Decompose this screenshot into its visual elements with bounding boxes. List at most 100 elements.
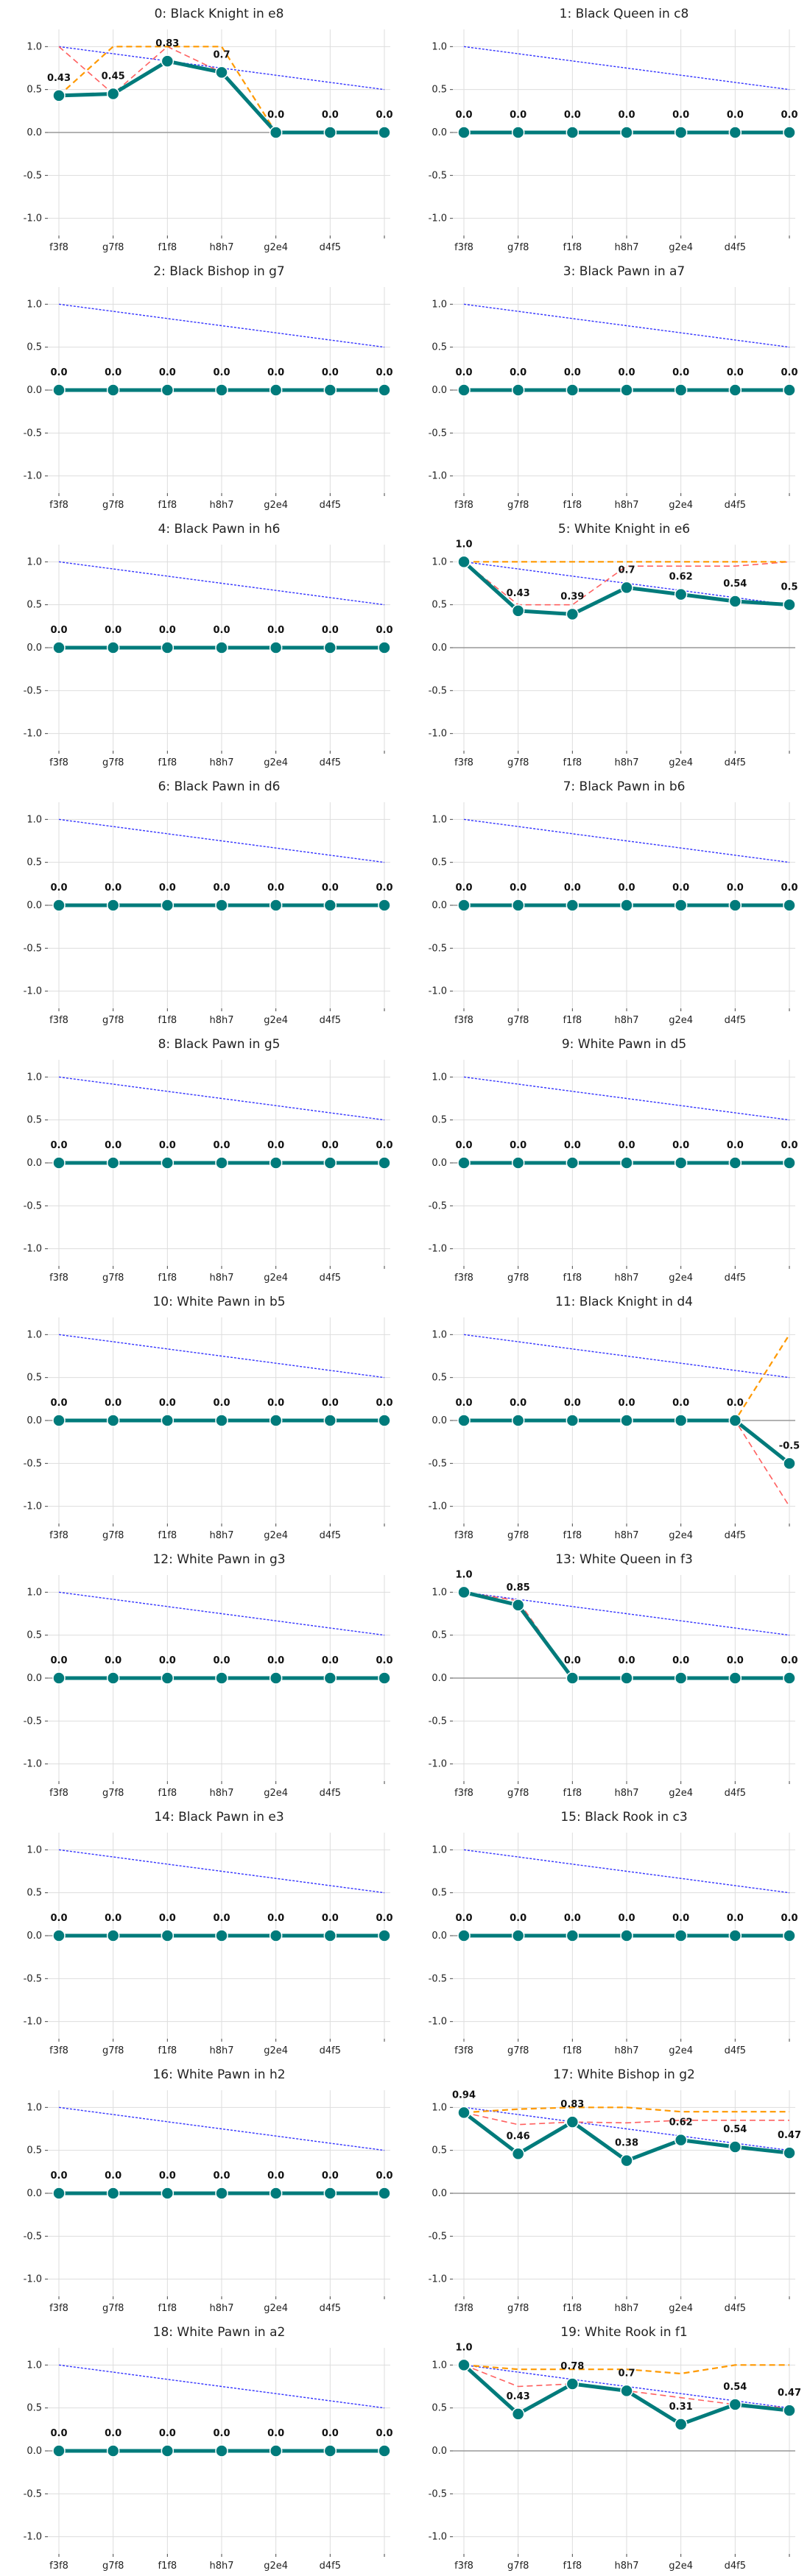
x-tick-label: g7f8: [102, 242, 124, 253]
data-label: 0.46: [507, 2131, 530, 2142]
data-label: 0.94: [452, 2090, 476, 2101]
data-label: 0.0: [159, 1913, 176, 1924]
chart-panel-10: f3f8 g7f8 f1f8 h8h7 g2e4 d4f5 -1.0 -0.5 0.0 0.5 1.…: [0, 1288, 405, 1546]
x-tick-label: d4f5: [320, 2561, 341, 2572]
data-label: 0.0: [455, 1913, 472, 1924]
main-series-point: [52, 1929, 66, 1942]
data-label: 0.54: [723, 578, 747, 590]
reference-series-line: [58, 1334, 385, 1379]
main-series-point: [728, 1156, 742, 1170]
x-tick-label: f3f8: [49, 2045, 68, 2056]
y-tick-label: 0.0: [432, 1931, 447, 1942]
x-tick-label: d4f5: [320, 757, 341, 768]
x-tick-label: g7f8: [102, 1015, 124, 1026]
x-tick-label: h8h7: [209, 500, 233, 511]
y-tick-label: -1.0: [24, 2017, 42, 2028]
chart-panel-6: f3f8 g7f8 f1f8 h8h7 g2e4 d4f5 -1.0 -0.5 0.0 0.5 1.…: [0, 773, 405, 1030]
main-series-point: [106, 1929, 120, 1942]
y-tick-label: 0.0: [27, 2446, 42, 2457]
y-tick-label: -0.5: [429, 2488, 447, 2499]
main-series-point: [52, 2187, 66, 2200]
reference-series-line: [463, 1334, 790, 1379]
y-tick-label: -1.0: [429, 471, 447, 482]
y-tick-label: 0.5: [27, 342, 42, 353]
data-label: 0.0: [105, 367, 122, 378]
y-tick-label: -1.0: [429, 2017, 447, 2028]
data-label: 0.0: [213, 2170, 230, 2182]
y-tick-label: 0.0: [27, 127, 42, 138]
y-tick-label: -0.5: [24, 428, 42, 439]
data-label: 0.0: [267, 2170, 284, 2182]
x-tick-label: g7f8: [507, 242, 529, 253]
data-label: 0.0: [672, 367, 689, 378]
main-series-point: [378, 641, 391, 654]
chart-svg-11: f3f8 g7f8 f1f8 h8h7 g2e4 d4f5 -1.0 -0.5 0.0 0.5 1.…: [429, 1295, 800, 1541]
y-tick-label: 1.0: [27, 1844, 42, 1855]
main-series-point: [215, 2444, 228, 2458]
main-series-point: [674, 1929, 688, 1942]
chart-panel-12: f3f8 g7f8 f1f8 h8h7 g2e4 d4f5 -1.0 -0.5 0.0 0.5 1.…: [0, 1546, 405, 1803]
y-tick-label: 1.0: [27, 2360, 42, 2371]
x-tick-label: f3f8: [49, 1788, 68, 1799]
chart-title: 15: Black Rook in c3: [560, 1810, 687, 1825]
x-tick-label: d4f5: [725, 2045, 746, 2056]
x-tick-label: g7f8: [102, 2561, 124, 2572]
data-label: 0.0: [213, 1913, 230, 1924]
main-series-point: [566, 1414, 580, 1427]
main-series-point: [674, 2418, 688, 2431]
main-series-point: [52, 383, 66, 397]
reference-series-line: [58, 561, 385, 606]
main-series-point: [269, 1414, 283, 1427]
main-series-point: [566, 607, 580, 621]
chart-title: 5: White Knight in e6: [558, 522, 690, 537]
y-tick-label: 1.0: [432, 2102, 447, 2113]
chart-title: 3: Black Pawn in a7: [563, 264, 685, 279]
data-label: 0.83: [155, 38, 179, 49]
y-tick-label: 1.0: [432, 2360, 447, 2371]
y-tick-label: -0.5: [24, 1200, 42, 1211]
data-label: 0.0: [159, 2428, 176, 2439]
data-label: 0.0: [322, 882, 339, 894]
data-label: 0.0: [50, 2428, 67, 2439]
data-label: 0.0: [672, 1655, 689, 1666]
y-tick-label: 0.0: [27, 1158, 42, 1169]
main-series-point: [106, 899, 120, 912]
data-label: 0.0: [267, 367, 284, 378]
main-series-point: [161, 1671, 175, 1685]
x-tick-label: d4f5: [725, 1530, 746, 1541]
reference-series-line: [463, 46, 790, 91]
main-series-point: [620, 1414, 633, 1427]
y-tick-label: -1.0: [24, 1501, 42, 1512]
x-tick-label: g7f8: [507, 1788, 529, 1799]
chart-title: 2: Black Bishop in g7: [153, 264, 284, 279]
main-series-point: [566, 1156, 580, 1170]
x-tick-label: f3f8: [454, 2045, 473, 2056]
x-tick-label: g7f8: [507, 2045, 529, 2056]
data-label: 1.0: [455, 539, 472, 550]
main-series-point: [378, 1671, 391, 1685]
chart-title: 0: Black Knight in e8: [155, 7, 284, 21]
main-series-point: [728, 1929, 742, 1942]
data-label: 0.0: [781, 1140, 797, 1151]
main-series-point: [323, 1671, 337, 1685]
data-label: 0.43: [507, 588, 530, 599]
main-series-point: [323, 1414, 337, 1427]
data-label: 0.0: [781, 110, 797, 121]
chart-panel-16: f3f8 g7f8 f1f8 h8h7 g2e4 d4f5 -1.0 -0.5 0.0 0.5 1.…: [0, 2061, 405, 2318]
main-series-point: [511, 1929, 525, 1942]
chart-title: 14: Black Pawn in e3: [154, 1810, 284, 1825]
chart-svg-8: f3f8 g7f8 f1f8 h8h7 g2e4 d4f5 -1.0 -0.5 0.0 0.5 1.…: [24, 1037, 393, 1284]
main-series-point: [161, 1414, 175, 1427]
data-label: 0.0: [213, 882, 230, 894]
data-label: 0.0: [50, 625, 67, 636]
data-label: 0.0: [618, 1140, 635, 1151]
x-tick-label: f3f8: [49, 1015, 68, 1026]
x-tick-label: g7f8: [102, 1530, 124, 1541]
y-tick-label: 0.0: [27, 643, 42, 654]
main-series-point: [566, 2115, 580, 2129]
chart-panel-2: f3f8 g7f8 f1f8 h8h7 g2e4 d4f5 -1.0 -0.5 0.0 0.5 1.…: [0, 258, 405, 515]
y-tick-label: 0.0: [432, 643, 447, 654]
y-tick-label: -0.5: [24, 1973, 42, 1984]
reference-series-line: [463, 303, 790, 348]
y-tick-label: 0.5: [432, 85, 447, 96]
